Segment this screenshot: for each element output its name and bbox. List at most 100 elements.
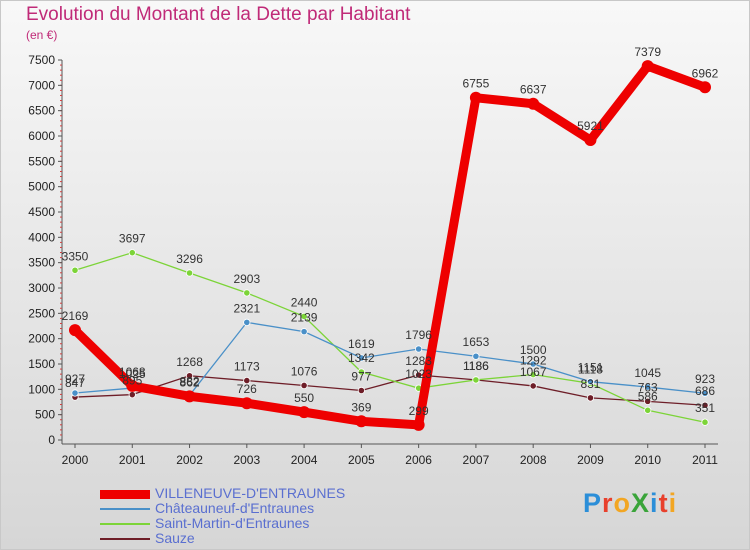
data-point bbox=[185, 269, 194, 277]
data-label: 1186 bbox=[463, 359, 489, 373]
data-point bbox=[472, 352, 480, 360]
y-tick-label: 6000 bbox=[28, 129, 55, 143]
data-point bbox=[300, 312, 308, 320]
legend-swatch bbox=[100, 538, 150, 540]
y-tick-label: 1500 bbox=[28, 357, 55, 371]
data-label: 763 bbox=[638, 380, 658, 394]
data-label: 923 bbox=[695, 372, 715, 386]
data-label: 2440 bbox=[291, 295, 318, 309]
data-label: 1118 bbox=[578, 362, 603, 376]
data-label: 7379 bbox=[634, 45, 661, 59]
data-label: 686 bbox=[695, 384, 715, 398]
y-tick-label: 7500 bbox=[28, 53, 55, 67]
y-tick-label: 0 bbox=[48, 433, 55, 447]
data-point bbox=[355, 415, 368, 428]
data-point bbox=[243, 376, 251, 385]
data-label: 2903 bbox=[233, 272, 260, 286]
data-label: 351 bbox=[695, 401, 715, 415]
logo-letter: r bbox=[602, 488, 614, 518]
data-point bbox=[584, 134, 597, 147]
data-label: 1068 bbox=[119, 365, 146, 379]
data-point bbox=[357, 354, 365, 362]
x-tick-label: 2008 bbox=[520, 453, 547, 467]
data-label: 1186 bbox=[463, 359, 489, 373]
data-point bbox=[641, 60, 654, 73]
x-tick-label: 2010 bbox=[634, 453, 661, 467]
data-point bbox=[644, 383, 652, 391]
legend-label: Saint-Martin-d'Entraunes bbox=[155, 515, 310, 531]
data-point bbox=[529, 382, 537, 390]
y-tick-label: 2500 bbox=[28, 306, 55, 320]
series-line bbox=[74, 252, 706, 423]
data-label: 6755 bbox=[463, 77, 490, 91]
x-tick-label: 2001 bbox=[119, 453, 146, 467]
logo-letter: P bbox=[583, 488, 603, 518]
data-label: 2139 bbox=[291, 311, 318, 325]
data-point bbox=[529, 370, 537, 379]
data-point bbox=[298, 406, 311, 419]
series-line bbox=[74, 321, 706, 397]
x-tick-label: 2007 bbox=[463, 453, 490, 467]
data-point bbox=[128, 249, 136, 257]
legend-label: Châteauneuf-d'Entraunes bbox=[155, 500, 315, 516]
data-label: 3697 bbox=[119, 232, 146, 246]
y-tick-label: 4500 bbox=[28, 205, 55, 219]
data-point bbox=[412, 418, 425, 431]
y-tick-label: 6500 bbox=[28, 104, 55, 118]
data-label: 1268 bbox=[176, 355, 203, 369]
data-point bbox=[699, 81, 711, 94]
data-label: 586 bbox=[638, 389, 658, 403]
data-point bbox=[701, 401, 709, 409]
legend-swatch bbox=[100, 523, 150, 525]
logo-letter: X bbox=[631, 488, 651, 518]
logo-letter: i bbox=[668, 488, 678, 518]
data-point bbox=[128, 391, 136, 399]
y-tick-label: 4000 bbox=[28, 230, 55, 244]
data-label: 831 bbox=[580, 377, 600, 391]
data-point bbox=[469, 91, 482, 104]
y-tick-label: 7000 bbox=[28, 78, 55, 92]
data-point bbox=[529, 360, 537, 368]
x-tick-label: 2011 bbox=[692, 453, 718, 467]
data-label: 3296 bbox=[176, 252, 203, 266]
data-point bbox=[586, 378, 595, 386]
chart-title: Evolution du Montant de la Dette par Hab… bbox=[26, 4, 411, 25]
data-label: 2169 bbox=[62, 309, 89, 323]
data-label: 1025 bbox=[119, 367, 146, 381]
data-point bbox=[357, 368, 365, 376]
data-point bbox=[644, 406, 652, 414]
data-point bbox=[701, 418, 709, 426]
x-tick-label: 2003 bbox=[233, 453, 260, 467]
logo-letter: o bbox=[613, 488, 632, 518]
data-point bbox=[472, 376, 480, 384]
y-tick-label: 5500 bbox=[28, 154, 55, 168]
data-point bbox=[243, 318, 251, 327]
y-tick-label: 500 bbox=[35, 408, 55, 422]
data-label: 6962 bbox=[692, 66, 719, 80]
data-label: 2321 bbox=[233, 301, 260, 315]
y-tick-label: 3000 bbox=[28, 281, 55, 295]
legend-label: Sauze bbox=[155, 530, 195, 546]
data-point bbox=[701, 389, 709, 397]
data-point bbox=[357, 386, 365, 395]
data-label: 895 bbox=[122, 374, 142, 388]
data-label: 1076 bbox=[291, 364, 318, 378]
data-label: 1023 bbox=[405, 367, 432, 381]
chart-subtitle: (en €) bbox=[26, 28, 58, 42]
y-tick-label: 3500 bbox=[28, 256, 55, 270]
data-point bbox=[71, 266, 79, 274]
x-tick-label: 2005 bbox=[348, 453, 375, 467]
data-label: 1653 bbox=[463, 335, 490, 349]
data-point bbox=[644, 397, 652, 405]
data-point bbox=[415, 345, 423, 353]
data-point bbox=[243, 289, 251, 297]
data-label: 3350 bbox=[62, 249, 89, 263]
data-label: 1342 bbox=[348, 351, 375, 365]
proxiti-logo: ProXiti bbox=[583, 488, 677, 519]
data-label: 1045 bbox=[634, 366, 661, 380]
data-label: 847 bbox=[65, 376, 85, 390]
series-line bbox=[71, 60, 707, 430]
data-label: 6637 bbox=[520, 83, 547, 97]
data-point bbox=[415, 371, 423, 379]
